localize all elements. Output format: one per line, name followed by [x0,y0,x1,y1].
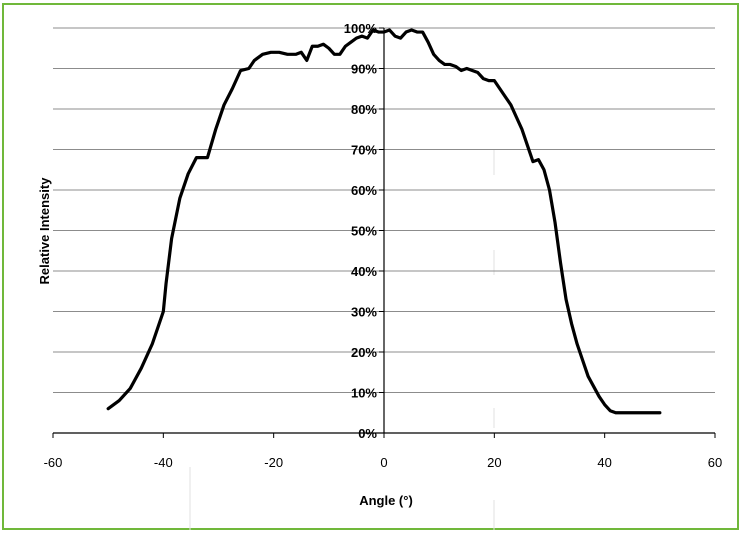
y-tick-label: 0% [358,426,377,441]
series-layer [106,28,662,415]
y-tick-label: 10% [351,386,377,401]
y-tick-label: 80% [351,102,377,117]
scan-artifact-layer [189,150,495,530]
axis-layer [52,27,716,438]
y-tick-label: 90% [351,62,377,77]
y-tick-label: 20% [351,345,377,360]
x-tick-label: 0 [380,455,387,470]
y-tick-label: 70% [351,143,377,158]
x-tick-label: -40 [154,455,173,470]
y-tick-label: 30% [351,305,377,320]
x-tick-label: 40 [597,455,611,470]
y-tick-label: 100% [344,21,378,36]
y-tick-label: 60% [351,183,377,198]
label-layer: 0% 10% 20% 30% 40% 50% 60% 70% 80% 90% 100% -60 -40 -… [44,21,723,470]
x-tick-label: 20 [487,455,501,470]
relative-intensity-line [106,28,662,415]
x-axis-title: Angle (°) [359,493,413,508]
y-tick-label: 50% [351,224,377,239]
x-tick-label: -20 [264,455,283,470]
x-tick-label: 60 [708,455,722,470]
y-axis-title: Relative Intensity [37,177,52,285]
y-tick-label: 40% [351,264,377,279]
x-tick-label: -60 [44,455,63,470]
